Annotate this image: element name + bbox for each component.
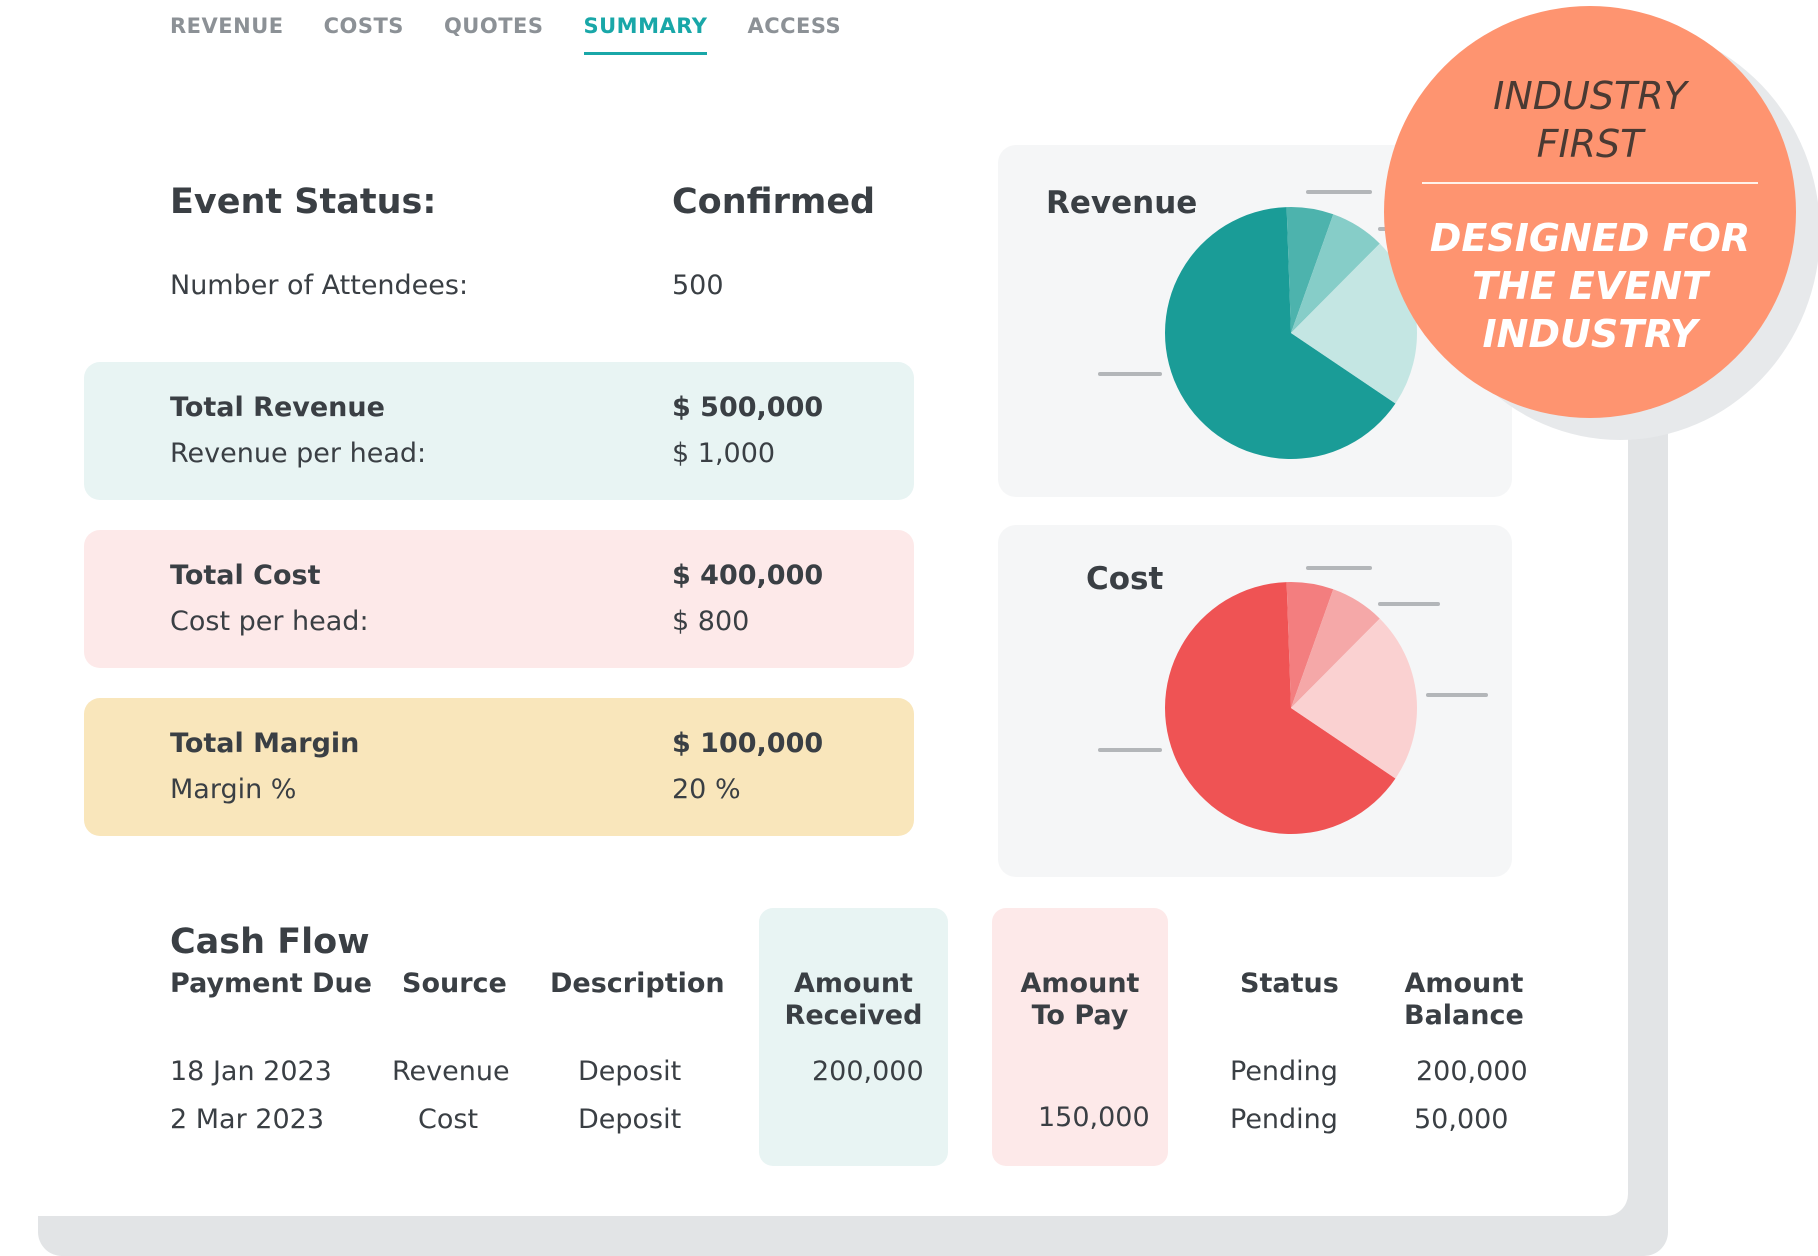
tab-revenue[interactable]: REVENUE <box>170 14 284 38</box>
revenue-chart-title: Revenue <box>1046 185 1198 221</box>
row1-source: Revenue <box>392 1056 510 1087</box>
cost-per-head-value: $ 800 <box>672 606 750 637</box>
row1-amount-received: 200,000 <box>812 1056 924 1087</box>
header-amount-balance: Amount Balance <box>1404 968 1524 1031</box>
summary-card: REVENUE COSTS QUOTES SUMMARY ACCESS Even… <box>84 14 1528 1166</box>
total-cost-value: $ 400,000 <box>672 560 824 591</box>
industry-first-badge: INDUSTRY FIRST DESIGNED FOR THE EVENT IN… <box>1384 6 1796 418</box>
row2-source: Cost <box>418 1104 479 1135</box>
revenue-per-head-value: $ 1,000 <box>672 438 776 469</box>
pie-slice <box>1291 243 1417 404</box>
cashflow-title: Cash Flow <box>170 922 370 962</box>
revenue-per-head-label: Revenue per head: <box>170 438 427 469</box>
cost-per-head-label: Cost per head: <box>170 606 369 637</box>
tab-bar: REVENUE COSTS QUOTES SUMMARY ACCESS <box>170 14 881 55</box>
total-revenue-value: $ 500,000 <box>672 392 824 423</box>
row1-description: Deposit <box>578 1056 682 1087</box>
cost-chart-title: Cost <box>1086 561 1164 597</box>
total-cost-panel: Total Cost $ 400,000 Cost per head: $ 80… <box>84 530 914 668</box>
tab-summary[interactable]: SUMMARY <box>583 14 708 55</box>
cost-chart-card: Cost <box>998 525 1512 877</box>
amount-to-pay-column <box>992 908 1168 1166</box>
tab-access[interactable]: ACCESS <box>747 14 842 38</box>
cost-pie-chart <box>1098 566 1488 834</box>
badge-tagline: DESIGNED FOR THE EVENT INDUSTRY <box>1429 216 1751 356</box>
header-payment-due: Payment Due <box>170 968 372 999</box>
row1-amount-balance: 200,000 <box>1416 1056 1528 1087</box>
badge-headline: INDUSTRY FIRST <box>1493 74 1687 166</box>
pie-slice <box>1291 589 1380 708</box>
row2-payment-due: 2 Mar 2023 <box>170 1104 324 1135</box>
header-amount-to-pay: Amount To Pay <box>1020 968 1140 1031</box>
row2-description: Deposit <box>578 1104 682 1135</box>
tab-quotes[interactable]: QUOTES <box>443 14 544 38</box>
row2-amount-to-pay: 150,000 <box>1038 1102 1150 1133</box>
attendees-value: 500 <box>672 270 724 301</box>
row1-payment-due: 18 Jan 2023 <box>170 1056 332 1087</box>
header-description: Description <box>550 968 725 999</box>
pie-slice <box>1165 582 1396 834</box>
header-status: Status <box>1240 968 1339 999</box>
header-source: Source <box>402 968 507 999</box>
margin-percent-value: 20 % <box>672 774 741 805</box>
margin-percent-label: Margin % <box>170 774 297 805</box>
tab-costs[interactable]: COSTS <box>323 14 404 38</box>
pie-slice <box>1165 207 1396 459</box>
amount-received-column <box>759 908 948 1166</box>
total-margin-value: $ 100,000 <box>672 728 824 759</box>
total-cost-label: Total Cost <box>170 560 321 591</box>
attendees-label: Number of Attendees: <box>170 270 469 301</box>
row1-status: Pending <box>1230 1056 1338 1087</box>
revenue-pie-chart <box>1098 190 1488 459</box>
event-status-value: Confirmed <box>672 182 876 222</box>
total-margin-panel: Total Margin $ 100,000 Margin % 20 % <box>84 698 914 836</box>
pie-slice <box>1291 618 1417 779</box>
pie-slice <box>1286 207 1334 333</box>
header-amount-received: Amount Received <box>784 968 923 1031</box>
total-revenue-panel: Total Revenue $ 500,000 Revenue per head… <box>84 362 914 500</box>
total-revenue-label: Total Revenue <box>170 392 385 423</box>
pie-slice <box>1286 582 1334 708</box>
total-margin-label: Total Margin <box>170 728 360 759</box>
badge-divider <box>1422 182 1758 184</box>
pie-slice <box>1291 214 1380 333</box>
row2-amount-balance: 50,000 <box>1414 1104 1509 1135</box>
event-status-label: Event Status: <box>170 182 437 222</box>
row2-status: Pending <box>1230 1104 1338 1135</box>
